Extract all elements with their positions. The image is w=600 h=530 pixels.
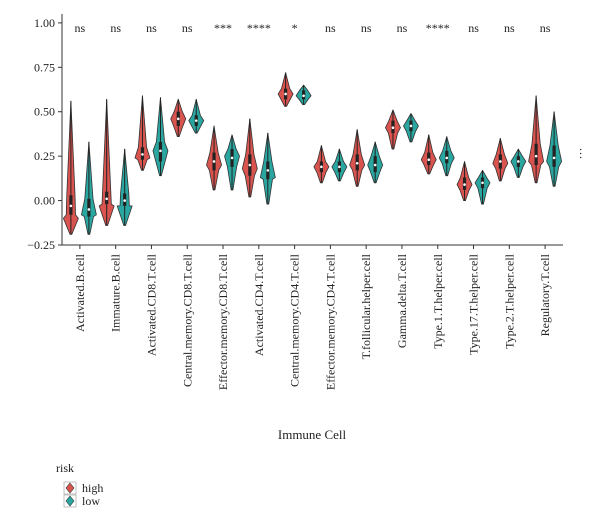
- significance-label: ns: [504, 21, 515, 35]
- x-tick-label: Effector.memory.CD8.T.cell: [216, 253, 230, 390]
- y-tick-label: 0.75: [34, 60, 55, 74]
- violin-median: [338, 165, 341, 169]
- violin-median: [534, 154, 538, 158]
- violin-median: [499, 160, 502, 163]
- significance-label: ns: [146, 21, 157, 35]
- x-tick-label: Activated.CD4.T.cell: [252, 253, 266, 356]
- x-tick-label: T.follicular.helper.cell: [359, 253, 373, 359]
- significance-label: ****: [247, 21, 271, 35]
- violin-median: [105, 197, 108, 201]
- violin-series-high: [62, 72, 545, 235]
- y-axis: −0.25 0.00 0.25 0.50 0.75 1.00: [27, 14, 63, 252]
- violin-median: [284, 92, 287, 96]
- significance-label: ns: [361, 21, 372, 35]
- x-axis: Activated.B.cell Immature.B.cell Activated…: [62, 244, 563, 390]
- violin-median: [123, 199, 126, 202]
- x-tick-label: Type.17.T.helper.cell: [467, 253, 481, 355]
- legend-label-low: low: [82, 494, 100, 508]
- x-tick-label: Type.2.T.helper.cell: [502, 253, 516, 349]
- x-tick-label: Gamma.delta.T.cell: [395, 253, 409, 348]
- x-tick-label: Central.memory.CD4.T.cell: [288, 253, 302, 387]
- significance-label: ns: [468, 21, 479, 35]
- significance-layer: ns ns ns ns *** **** * ns ns ns **** ns ns ns: [75, 21, 551, 35]
- x-tick-label: Activated.B.cell: [73, 253, 87, 332]
- violin-median: [445, 156, 449, 160]
- violin-iqr-box: [87, 198, 91, 217]
- violin-median: [266, 169, 270, 172]
- x-tick-label: Immature.B.cell: [109, 253, 123, 332]
- violin-layer: [62, 72, 563, 235]
- x-tick-label: Effector.memory.CD4.T.cell: [323, 253, 337, 390]
- violin-median: [87, 208, 91, 211]
- legend-swatch-low: [65, 495, 75, 507]
- violin-median: [391, 126, 395, 130]
- x-tick-label: Regulatory.T.cell: [538, 253, 552, 336]
- y-tick-label: 0.25: [34, 149, 55, 163]
- violin-median: [230, 156, 234, 160]
- significance-label: ns: [397, 21, 408, 35]
- violin-iqr-box: [552, 145, 556, 167]
- x-tick-label: Type.1.T.helper.cell: [431, 253, 445, 349]
- y-tick-label: −0.25: [27, 238, 55, 252]
- violin-median: [248, 163, 252, 167]
- violin-median: [212, 160, 216, 163]
- y-tick-label: 0.50: [34, 105, 55, 119]
- violin-median: [552, 156, 556, 160]
- y-tick-label: 1.00: [34, 16, 55, 30]
- violin-median: [373, 163, 377, 167]
- violin-median: [141, 153, 144, 156]
- significance-label: ns: [110, 21, 121, 35]
- violin-median: [409, 124, 413, 128]
- violin-median: [69, 204, 73, 208]
- significance-label: ***: [214, 21, 232, 35]
- violin-median: [355, 161, 359, 165]
- significance-label: ns: [325, 21, 336, 35]
- violin-median: [302, 94, 305, 98]
- violin-median: [463, 183, 466, 186]
- violin-series-low: [80, 84, 563, 235]
- significance-label: ns: [540, 21, 551, 35]
- violin-median: [481, 181, 484, 185]
- violin-median: [194, 119, 198, 122]
- violin-median: [176, 117, 180, 121]
- violin-iqr-box: [534, 143, 538, 166]
- x-tick-label: Central.memory.CD8.T.cell: [180, 253, 194, 387]
- violin-median: [517, 160, 520, 163]
- significance-label: ns: [182, 21, 193, 35]
- violin-median: [320, 165, 323, 169]
- legend-swatch-high: [65, 482, 75, 494]
- legend-label-high: high: [82, 481, 103, 495]
- x-tick-label: Activated.CD8.T.cell: [144, 253, 158, 356]
- x-axis-title: Immune Cell: [278, 427, 347, 442]
- significance-label: *: [292, 21, 298, 35]
- significance-label: ****: [426, 21, 450, 35]
- side-annotation: ...: [577, 148, 591, 160]
- significance-label: ns: [75, 21, 86, 35]
- violin-median: [159, 149, 162, 153]
- y-tick-label: 0.00: [34, 194, 55, 208]
- violin-median: [427, 158, 431, 162]
- legend-title: risk: [56, 461, 74, 475]
